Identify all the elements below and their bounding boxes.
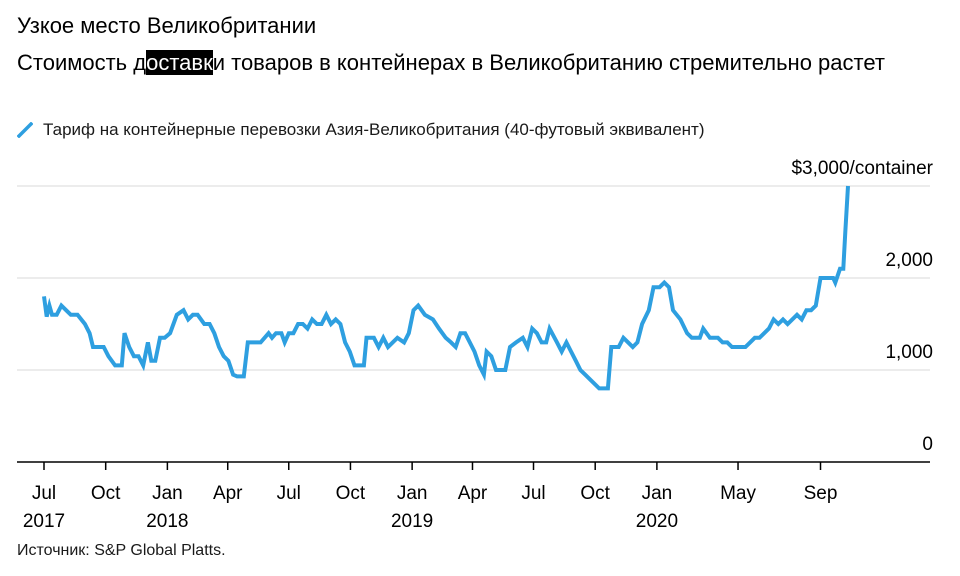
x-tick-label: Jan [397, 483, 428, 504]
x-tick-year-label: 2019 [391, 511, 433, 532]
y-tick-label-0: 0 [922, 434, 933, 455]
x-tick-label: Jan [642, 483, 673, 504]
x-tick-label: Apr [458, 483, 488, 504]
x-tick-label: May [720, 483, 756, 504]
x-tick-label: Jul [277, 483, 301, 504]
y-axis-labels: 0 1,000 2,000 $3,000/container [791, 158, 933, 455]
subtitle-end: и товаров в контейнерах в Великобританию… [212, 50, 885, 75]
chart-legend: Тариф на контейнерные перевозки Азия-Вел… [17, 119, 705, 141]
x-tick-label: Sep [804, 483, 838, 504]
legend-line-icon [17, 122, 33, 138]
x-axis-ticks: Jul 2017 Oct Jan 2018 Apr Jul Oct Jan 2019 Apr Jul O… [23, 462, 838, 532]
x-tick-year-label: 2020 [636, 511, 678, 532]
series-line-container-rate [42, 185, 850, 391]
x-tick-label: Jan [152, 483, 183, 504]
x-tick-year-label: 2018 [146, 511, 188, 532]
subtitle-start: Стоимость д [17, 50, 147, 75]
chart-subtitle: Стоимость доставки товаров в контейнерах… [17, 48, 947, 78]
y-tick-label-2000: 2,000 [885, 250, 933, 271]
x-tick-label: Jul [32, 483, 56, 504]
legend-label: Тариф на контейнерные перевозки Азия-Вел… [43, 120, 705, 139]
y-tick-label-1000: 1,000 [885, 342, 933, 363]
x-tick-year-label: 2017 [23, 511, 65, 532]
x-tick-label: Oct [336, 483, 366, 504]
x-tick-label: Apr [213, 483, 243, 504]
chart-title: Узкое место Великобритании [17, 13, 317, 38]
x-tick-label: Jul [521, 483, 545, 504]
y-gridlines [17, 185, 930, 371]
x-tick-label: Oct [580, 483, 610, 504]
y-tick-label-3000: $3,000/container [791, 158, 933, 179]
x-tick-label: Oct [91, 483, 121, 504]
text-selection-highlight[interactable]: оставк [146, 50, 213, 75]
source-note: Источник: S&P Global Platts. [17, 542, 226, 559]
